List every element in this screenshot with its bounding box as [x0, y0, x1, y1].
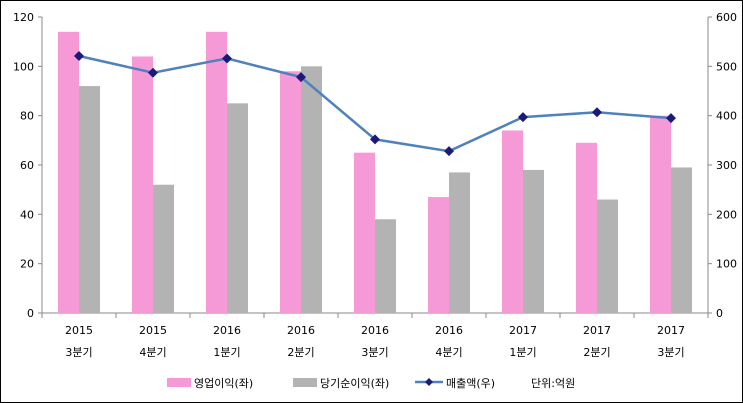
left-tick-label: 60: [20, 159, 34, 172]
revenue-point: [518, 112, 528, 123]
category-quarter-label: 3분기: [361, 346, 388, 359]
category-year-label: 2017: [509, 324, 537, 337]
net-income-bar: [597, 199, 618, 313]
unit-note: 단위:억원: [531, 377, 575, 390]
revenue-point: [296, 72, 306, 83]
category-year-label: 2016: [287, 324, 315, 337]
net-income-bar: [375, 219, 396, 313]
right-tick-label: 100: [716, 258, 737, 271]
right-tick-label: 300: [716, 159, 737, 172]
category-quarter-label: 1분기: [509, 346, 536, 359]
legend-swatch-net-income: [293, 378, 317, 387]
net-income-bar: [79, 86, 100, 313]
legend-label-revenue: 매출액(우): [446, 377, 495, 390]
category-year-label: 2015: [65, 324, 93, 337]
right-tick-label: 200: [716, 208, 737, 221]
right-tick-label: 0: [716, 307, 723, 320]
operating-profit-bar: [58, 31, 79, 314]
left-tick-label: 40: [20, 208, 34, 221]
operating-profit-bar: [132, 56, 153, 313]
category-year-label: 2017: [657, 324, 685, 337]
revenue-point: [148, 67, 158, 78]
operating-profit-bar: [280, 71, 301, 314]
right-tick-label: 500: [716, 60, 737, 73]
operating-profit-bar: [428, 197, 449, 313]
revenue-point: [666, 113, 676, 124]
category-year-label: 2017: [583, 324, 611, 337]
category-quarter-label: 2분기: [287, 346, 314, 359]
left-tick-label: 100: [13, 60, 34, 73]
operating-profit-bar: [206, 31, 227, 314]
net-income-bar: [449, 172, 470, 313]
operating-profit-bar: [650, 115, 671, 314]
left-tick-label: 80: [20, 110, 34, 123]
revenue-point: [444, 146, 454, 157]
legend-label-net-income: 당기순이익(좌): [320, 377, 389, 390]
net-income-bar: [301, 66, 322, 313]
right-tick-label: 600: [716, 11, 737, 24]
category-year-label: 2016: [213, 324, 241, 337]
category-quarter-label: 2분기: [583, 346, 610, 359]
operating-profit-bar: [354, 152, 375, 313]
legend-label-operating-profit: 영업이익(좌): [194, 377, 253, 390]
revenue-point: [370, 134, 380, 145]
category-quarter-label: 3분기: [657, 346, 684, 359]
category-quarter-label: 4분기: [139, 346, 166, 359]
left-tick-label: 20: [20, 258, 34, 271]
net-income-bar: [153, 184, 174, 313]
revenue-point: [74, 50, 84, 61]
category-quarter-label: 4분기: [435, 346, 462, 359]
category-year-label: 2016: [435, 324, 463, 337]
category-year-label: 2016: [361, 324, 389, 337]
revenue-point: [222, 53, 232, 64]
left-tick-label: 120: [13, 11, 34, 24]
category-year-label: 2015: [139, 324, 167, 337]
category-quarter-label: 3분기: [65, 346, 92, 359]
right-tick-label: 400: [716, 110, 737, 123]
category-quarter-label: 1분기: [213, 346, 240, 359]
revenue-point: [592, 107, 602, 118]
operating-profit-bar: [576, 142, 597, 313]
net-income-bar: [523, 169, 544, 313]
net-income-bar: [671, 167, 692, 313]
legend-marker-revenue: [425, 378, 433, 386]
left-tick-label: 0: [27, 307, 34, 320]
net-income-bar: [227, 103, 248, 313]
operating-profit-bar: [502, 130, 523, 313]
legend-swatch-operating-profit: [167, 378, 191, 387]
